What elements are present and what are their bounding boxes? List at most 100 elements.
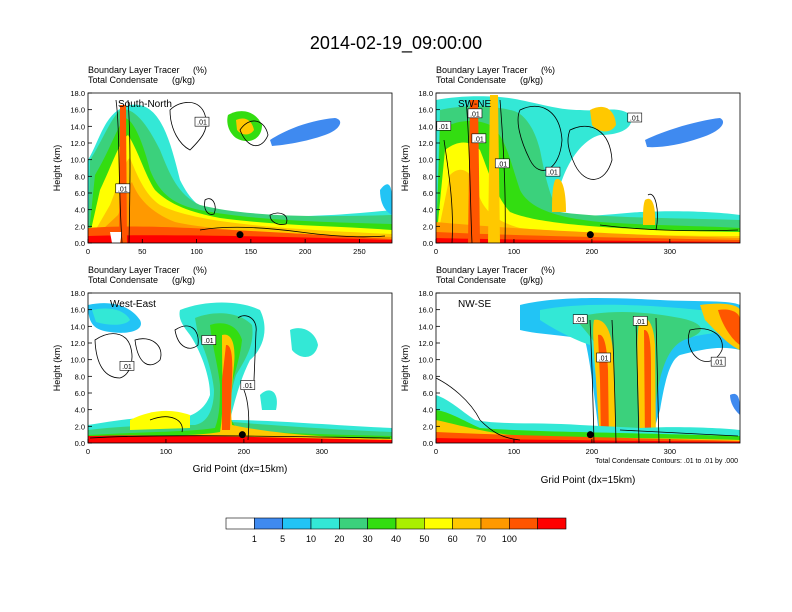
y-tick-label: 16.0	[418, 306, 433, 315]
panel-3-shading	[88, 302, 392, 443]
x-tick-label: 100	[508, 447, 521, 456]
colorbar-label: 100	[502, 534, 517, 544]
y-tick-label: 2.0	[423, 422, 433, 431]
contour-label-box	[471, 133, 487, 144]
panel-4-shading	[436, 297, 740, 443]
panel-4-ylabel: Height (km)	[400, 345, 410, 392]
colorbar-label: 60	[448, 534, 458, 544]
panel-1-frame	[87, 92, 393, 244]
contour-label-box	[572, 314, 588, 324]
y-tick-label: 18.0	[70, 289, 85, 298]
panel-2-tracer-label: Boundary Layer Tracer	[436, 65, 528, 75]
x-tick-label: 300	[664, 247, 677, 256]
y-tick-label: 0.0	[423, 439, 433, 448]
panel-4-marker	[586, 431, 594, 439]
panel-3-contour-labels: .01 .01 .01	[119, 335, 256, 390]
y-tick-label: 0.0	[75, 239, 85, 248]
y-tick-label: 4.0	[423, 206, 433, 215]
y-tick-label: 4.0	[75, 206, 85, 215]
colorbar-label: 20	[334, 534, 344, 544]
contour-label: .01	[467, 108, 483, 119]
contour-label-text: .01	[470, 111, 480, 118]
y-tick-label: 16.0	[418, 106, 433, 115]
contour-label-text: .01	[548, 170, 558, 177]
y-tick-label: 12.0	[418, 339, 433, 348]
panel-3-condensate-label: Total Condensate	[88, 275, 158, 285]
contour-label: .01	[572, 314, 588, 324]
y-tick-label: 6.0	[75, 189, 85, 198]
x-tick-label: 200	[586, 247, 599, 256]
y-tick-label: 10.0	[70, 356, 85, 365]
colorbar-boxes	[225, 517, 567, 530]
panel-south-north: Boundary Layer Tracer (%) Total Condensa…	[52, 65, 393, 256]
contour-label: .01	[119, 361, 135, 371]
panel-2-condensate-units: (g/kg)	[520, 75, 543, 85]
x-tick-label: 50	[138, 247, 146, 256]
contour-label: .01	[632, 316, 648, 326]
x-tick-label: 200	[299, 247, 312, 256]
y-tick-label: 16.0	[70, 106, 85, 115]
panel-3-transect-label: West-East	[110, 299, 156, 310]
contour-label-box	[596, 352, 611, 363]
panel-1-tracer-units: (%)	[193, 65, 207, 75]
contour-label: .01	[627, 112, 643, 123]
y-tick-label: 18.0	[418, 89, 433, 98]
y-tick-label: 6.0	[75, 389, 85, 398]
panel-2-transect-label: SW-NE	[458, 99, 491, 110]
x-tick-label: 0	[86, 247, 90, 256]
y-tick-label: 14.0	[418, 322, 433, 331]
x-tick-label: 0	[434, 447, 438, 456]
x-tick-label: 100	[190, 247, 203, 256]
y-tick-label: 14.0	[70, 322, 85, 331]
contour-label-text: .01	[122, 364, 132, 371]
panel-4-y-ticks: 0.0 2.0 4.0 6.0 8.0 10.0 12.0 14.0 16.0 18.0	[418, 289, 440, 448]
panel-4-contour-labels: .01 .01 .01 .01	[572, 314, 726, 367]
panel-3-tracer-units: (%)	[193, 265, 207, 275]
contour-label-box	[240, 380, 256, 390]
colorbar-label: 1	[252, 534, 257, 544]
y-tick-label: 4.0	[423, 406, 433, 415]
y-tick-label: 12.0	[70, 339, 85, 348]
y-tick-label: 6.0	[423, 189, 433, 198]
contour-label: .01	[596, 352, 611, 363]
panel-1-x-ticks: 0 50 100 150 200 250	[86, 239, 366, 256]
panel-west-east: Boundary Layer Tracer (%) Total Condensa…	[52, 265, 393, 475]
y-tick-label: 14.0	[418, 122, 433, 131]
contour-label-text: .01	[118, 186, 128, 193]
y-tick-label: 8.0	[423, 172, 433, 181]
panel-2-condensate-label: Total Condensate	[436, 75, 506, 85]
panel-2-tracer-units: (%)	[541, 65, 555, 75]
panel-4-xlabel: Grid Point (dx=15km)	[541, 475, 636, 486]
contour-label-box	[467, 108, 483, 119]
colorbar-label: 70	[476, 534, 486, 544]
y-tick-label: 12.0	[418, 139, 433, 148]
panel-1-contour-labels: .01 .01	[115, 116, 210, 193]
panel-2-x-ticks: 0 100 200 300	[434, 239, 676, 256]
x-tick-label: 150	[245, 247, 258, 256]
x-tick-label: 0	[434, 247, 438, 256]
contour-label-text: .01	[474, 136, 484, 143]
panel-1-tracer-label: Boundary Layer Tracer	[88, 65, 180, 75]
contour-label-text: .01	[713, 360, 723, 367]
contour-label-text: .01	[599, 356, 609, 363]
contour-label: .01	[471, 133, 487, 144]
contour-label-text: .01	[439, 124, 449, 131]
y-tick-label: 10.0	[70, 156, 85, 165]
figure-title: 2014-02-19_09:00:00	[310, 33, 482, 54]
colorbar-label: 30	[363, 534, 373, 544]
colorbar-box	[537, 517, 567, 530]
contour-label-box	[627, 112, 643, 123]
panel-sw-ne: Boundary Layer Tracer (%) Total Condensa…	[400, 65, 741, 256]
panel-1-marker	[236, 231, 244, 239]
panel-4-frame	[435, 292, 741, 444]
y-tick-label: 2.0	[423, 222, 433, 231]
panel-1-condensate-units: (g/kg)	[172, 75, 195, 85]
x-tick-label: 200	[238, 447, 251, 456]
y-tick-label: 8.0	[75, 172, 85, 181]
y-tick-label: 10.0	[418, 156, 433, 165]
x-tick-label: 0	[86, 447, 90, 456]
colorbar-label: 50	[419, 534, 429, 544]
y-tick-label: 4.0	[75, 406, 85, 415]
panel-2-marker	[586, 231, 594, 239]
contour-label-text: .01	[575, 317, 585, 324]
